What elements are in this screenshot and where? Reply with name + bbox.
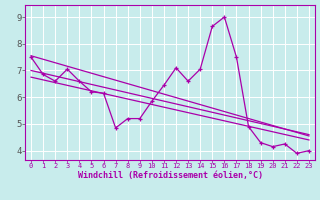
X-axis label: Windchill (Refroidissement éolien,°C): Windchill (Refroidissement éolien,°C): [77, 171, 262, 180]
